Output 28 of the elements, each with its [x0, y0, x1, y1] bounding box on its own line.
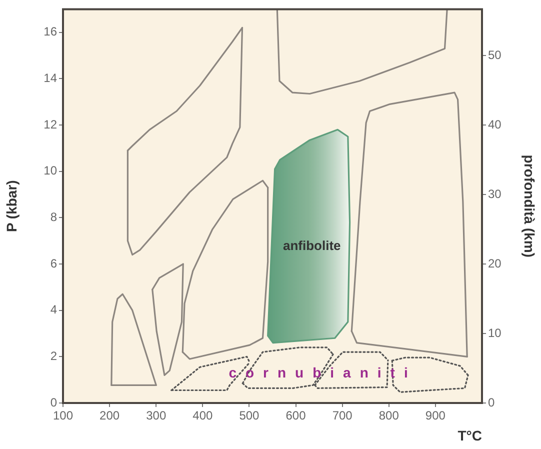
x-tick-label: 600: [286, 408, 306, 423]
x-tick-label: 400: [192, 408, 213, 423]
x-tick-label: 200: [100, 408, 120, 423]
y-axis-title: P (kbar): [3, 180, 20, 232]
y2-tick-label: 40: [488, 118, 502, 132]
y-tick-label: 0: [50, 395, 58, 410]
y-tick-label: 6: [50, 256, 58, 270]
x-axis-title: T°C: [458, 427, 482, 444]
x-tick-label: 500: [239, 408, 260, 423]
y2-tick-label: 50: [488, 48, 502, 62]
y-tick-label: 12: [44, 117, 58, 132]
annotation: anfibolite: [282, 238, 341, 254]
y2-tick-label: 10: [488, 326, 502, 340]
y2-tick-label: 0: [488, 395, 495, 410]
y2-tick-label: 30: [488, 186, 502, 201]
x-tick-label: 800: [378, 408, 400, 423]
y2-axis-title: profondità (km): [522, 154, 538, 258]
y-tick-label: 14: [44, 71, 58, 86]
y2-tick-label: 20: [488, 256, 502, 270]
y-tick-label: 4: [50, 302, 58, 317]
x-tick-label: 900: [425, 408, 446, 423]
y-tick-label: 2: [50, 348, 58, 363]
y-tick-label: 8: [50, 210, 58, 224]
x-tick-label: 300: [146, 408, 166, 423]
y-tick-label: 16: [44, 24, 58, 39]
y-tick-label: 10: [44, 164, 58, 178]
x-tick-label: 700: [332, 408, 353, 423]
x-tick-label: 100: [52, 408, 74, 423]
